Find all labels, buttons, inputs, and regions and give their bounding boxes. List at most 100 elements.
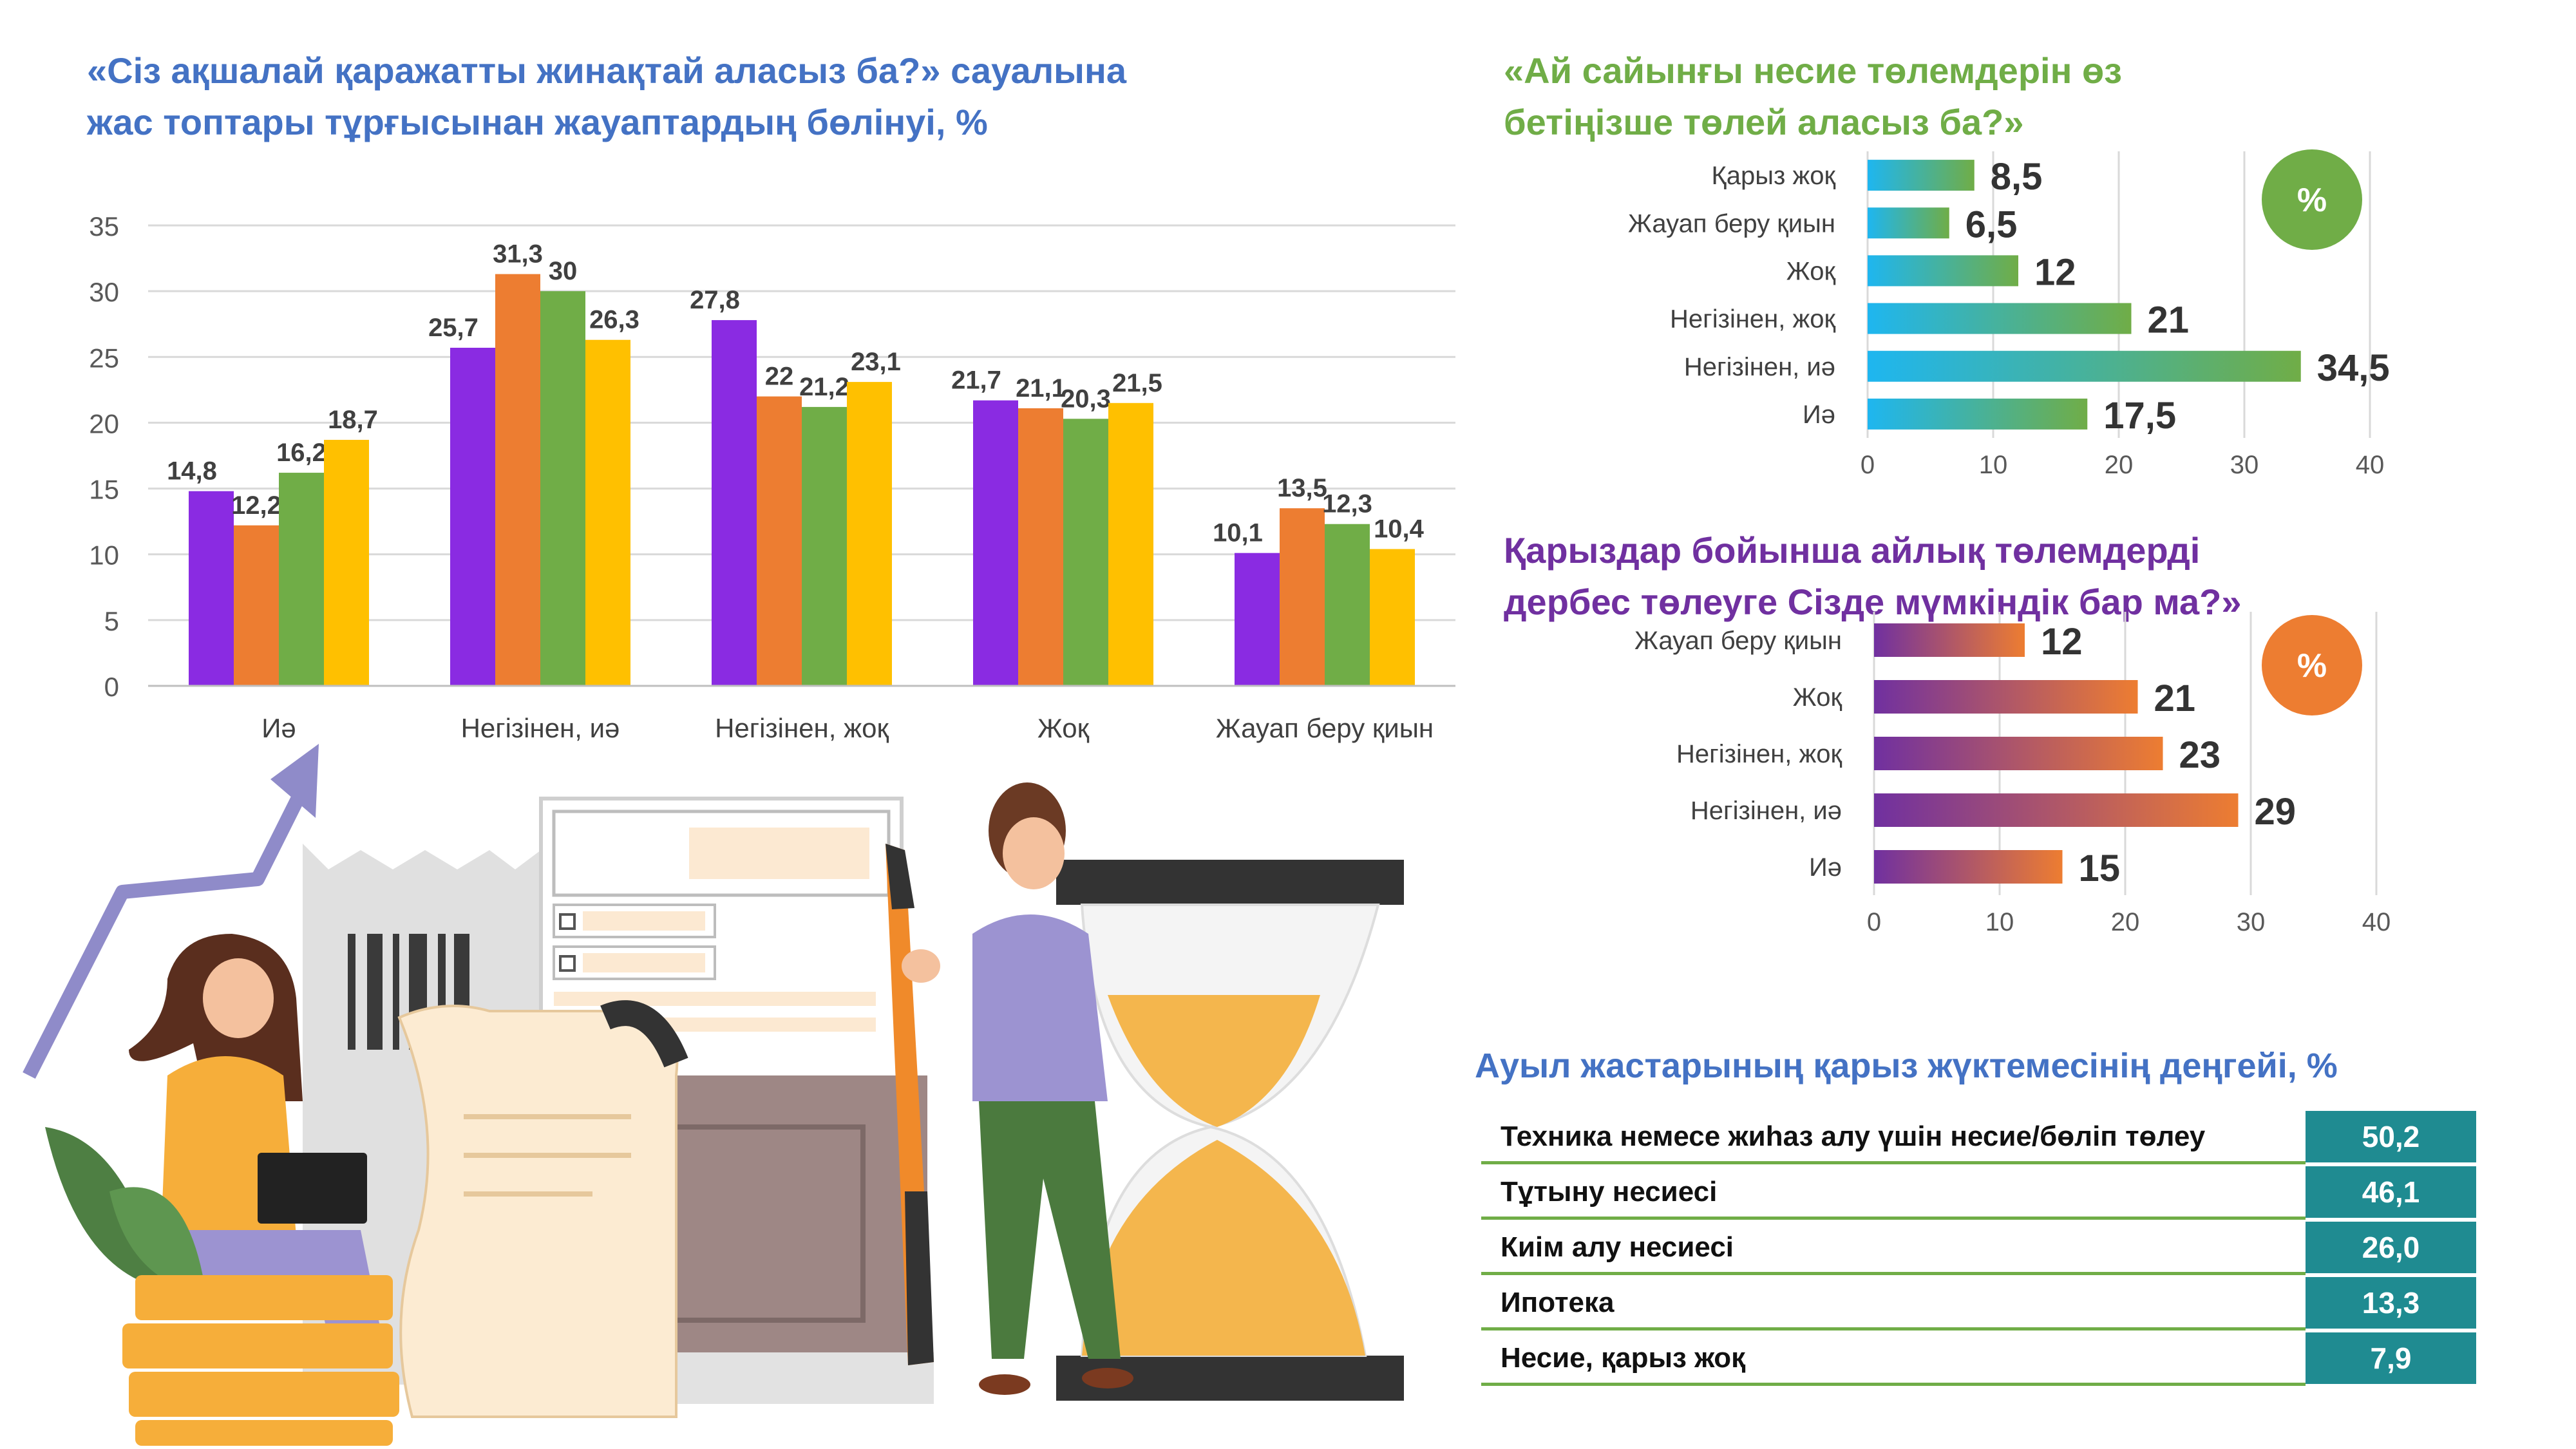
y-tick-label: 10 xyxy=(89,540,119,571)
bar xyxy=(1325,524,1370,686)
x-tick-label: 10 xyxy=(1985,908,2014,936)
debt-table-title: Ауыл жастарының қарыз жүктемесінің деңге… xyxy=(1475,1046,2338,1085)
y-category-label: Негізінен, иә xyxy=(1690,797,1842,825)
coin-stack-icon xyxy=(122,1275,399,1446)
y-category-label: Негізінен, жоқ xyxy=(1676,740,1842,768)
bar xyxy=(495,274,540,687)
y-tick-label: 0 xyxy=(104,672,119,702)
y-category-label: Иә xyxy=(1809,853,1842,882)
bar-data-label: 27,8 xyxy=(690,286,740,314)
bar xyxy=(1874,680,2138,714)
y-tick-label: 20 xyxy=(89,408,119,439)
bar xyxy=(1063,419,1108,686)
bar xyxy=(585,339,630,686)
table-row-divider xyxy=(1481,1383,2306,1386)
x-tick-label: 0 xyxy=(1867,908,1881,936)
bar xyxy=(1874,737,2163,770)
table-row-value: 26,0 xyxy=(2306,1222,2476,1273)
pen-icon xyxy=(886,844,934,1365)
bar xyxy=(1868,303,2132,334)
savings-grouped-bar-chart: 0 5 10 15 20 25 30 35 Иә 14,8 12,2 16,218,7 Негізіне… xyxy=(89,211,1455,743)
bar xyxy=(1868,160,1975,191)
bar xyxy=(234,525,279,686)
x-tick-label: 10 xyxy=(1979,451,2008,479)
loans-chart-title-line1: Қарыздар бойынша айлық төлемдерді xyxy=(1504,530,2201,571)
bar-data-label: 17,5 xyxy=(2103,395,2176,437)
loans-chart-title-line2: дербес төлеуге Сізде мүмкіндік бар ма?» xyxy=(1504,582,2242,622)
bar-data-label: 16,2 xyxy=(276,439,327,467)
payments-percent-badge: % xyxy=(2262,149,2362,250)
y-tick-label: 30 xyxy=(89,277,119,307)
y-category-label: Негізінен, жоқ xyxy=(1670,305,1835,334)
bar-data-label: 34,5 xyxy=(2317,347,2390,389)
table-row: Техника немесе жиһаз алу үшін несие/бөлі… xyxy=(1481,1111,2486,1166)
bar-data-label: 12,3 xyxy=(1322,490,1372,518)
bar-data-label: 21 xyxy=(2148,299,2190,341)
bar xyxy=(712,320,757,686)
bar-data-label: 15 xyxy=(2079,848,2121,889)
payments-horizontal-bar-chart: 0 10 20 30 40 Қарыз жоқ 8,5 Жауап беру қиын 6,5 Ж… xyxy=(1628,151,2390,479)
bar xyxy=(279,473,324,686)
bar xyxy=(1868,350,2301,382)
bar-data-label: 23,1 xyxy=(851,348,901,376)
bar xyxy=(1874,850,2063,884)
table-row-value: 13,3 xyxy=(2306,1277,2476,1329)
bar-data-label: 21 xyxy=(2154,677,2196,719)
table-row-label: Техника немесе жиһаз алу үшін несие/бөлі… xyxy=(1501,1121,2206,1152)
main-chart-title: «Сіз ақшалай қаражатты жинақтай аласыз б… xyxy=(87,45,1126,148)
y-category-label: Иә xyxy=(1803,401,1835,429)
payments-chart-title-line2: бетіңізше төлей аласыз ба?» xyxy=(1504,102,2024,142)
bar xyxy=(1868,207,1949,239)
x-tick-label: 30 xyxy=(2237,908,2266,936)
man-figure-icon xyxy=(902,782,1133,1395)
finance-illustration xyxy=(23,744,1404,1446)
loans-badge-circle xyxy=(2262,615,2362,715)
bar xyxy=(1868,398,2088,430)
bar xyxy=(1874,623,2025,657)
bar xyxy=(847,382,892,686)
bar-data-label: 21,1 xyxy=(1016,374,1066,402)
bar-data-label: 31,3 xyxy=(493,240,543,269)
bar xyxy=(189,491,234,686)
debt-level-table: Техника немесе жиһаз алу үшін несие/бөлі… xyxy=(1481,1111,2486,1388)
payments-chart-title: «Ай сайынғы несие төлемдерін өз бетіңізш… xyxy=(1504,45,2122,148)
y-tick-label: 25 xyxy=(89,343,119,373)
y-category-label: Жоқ xyxy=(1793,683,1842,712)
main-chart-title-line1: «Сіз ақшалай қаражатты жинақтай аласыз б… xyxy=(87,50,1126,91)
bar-data-label: 12,2 xyxy=(231,491,281,520)
bar-data-label: 12 xyxy=(2041,621,2083,663)
bar-data-label: 13,5 xyxy=(1277,474,1327,502)
x-category-label: Жоқ xyxy=(1037,713,1090,743)
table-row-divider xyxy=(1481,1327,2306,1331)
bar xyxy=(540,291,585,687)
hourglass-icon xyxy=(1056,860,1404,1401)
payments-chart-title-line1: «Ай сайынғы несие төлемдерін өз xyxy=(1504,50,2123,91)
x-tick-label: 20 xyxy=(2111,908,2140,936)
bar-data-label: 12 xyxy=(2034,251,2076,293)
table-row-divider xyxy=(1481,1217,2306,1220)
bar-data-label: 20,3 xyxy=(1061,384,1111,413)
bar xyxy=(1868,255,2018,287)
main-chart-title-line2: жас топтары тұрғысынан жауаптардың бөлін… xyxy=(87,102,988,142)
bar-data-label: 23 xyxy=(2179,734,2221,776)
bar-data-label: 26,3 xyxy=(589,306,639,334)
bar-data-label: 21,2 xyxy=(799,373,849,401)
bar-data-label: 10,1 xyxy=(1213,519,1263,547)
y-tick-label: 35 xyxy=(89,211,119,242)
bar xyxy=(802,406,847,686)
loans-percent-badge: % xyxy=(2262,615,2362,715)
payments-badge-text: % xyxy=(2297,182,2327,219)
x-tick-label: 0 xyxy=(1861,451,1875,479)
bar xyxy=(324,439,369,686)
x-category-label: Негізінен, жоқ xyxy=(715,713,889,743)
table-row: Киім алу несиесі 26,0 xyxy=(1481,1222,2486,1277)
bar xyxy=(1874,793,2239,827)
bar-data-label: 8,5 xyxy=(1991,156,2043,198)
y-category-label: Қарыз жоқ xyxy=(1712,162,1836,190)
x-tick-label: 40 xyxy=(2362,908,2391,936)
bar-data-label: 29 xyxy=(2255,791,2297,833)
y-category-label: Негізінен, иә xyxy=(1684,353,1835,381)
plant-icon xyxy=(45,1127,206,1294)
y-category-label: Жауап беру қиын xyxy=(1634,627,1842,655)
x-tick-label: 40 xyxy=(2356,451,2385,479)
